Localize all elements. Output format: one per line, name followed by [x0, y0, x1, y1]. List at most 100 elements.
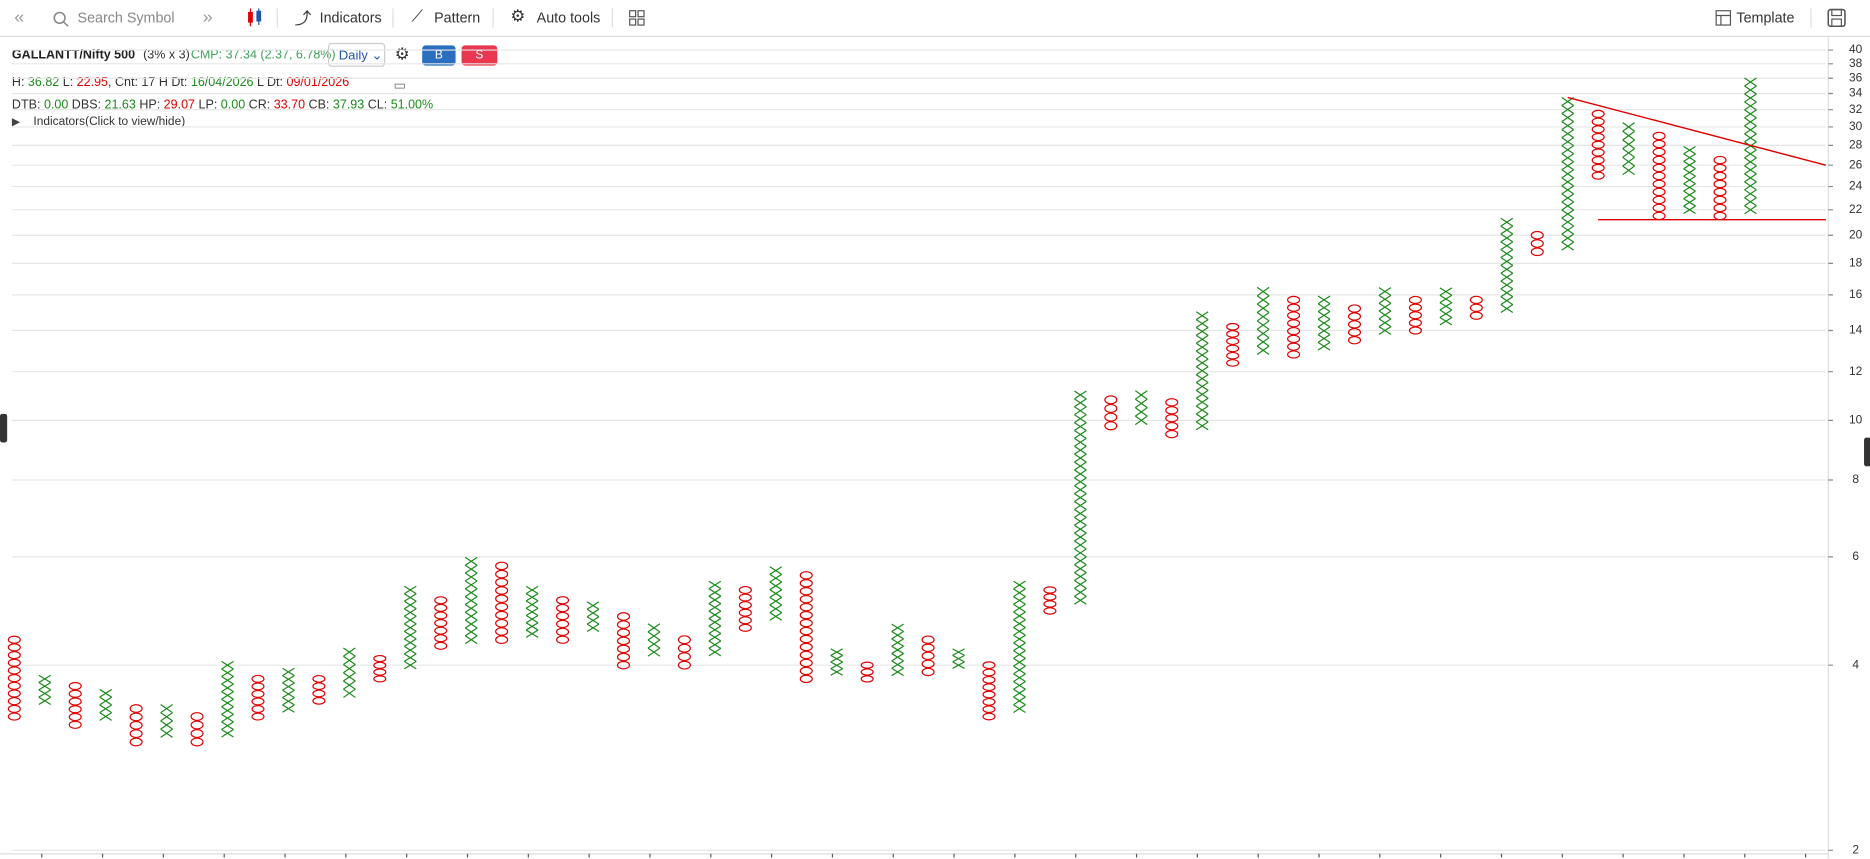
o-column	[312, 674, 326, 705]
o-box	[1591, 171, 1605, 180]
o-box	[738, 608, 752, 617]
chart-type[interactable]	[246, 8, 265, 27]
o-box	[1347, 328, 1362, 337]
stat-value: 33.70	[273, 97, 306, 113]
toolbar: « Search Symbol » ⤴ Indicators ⟋ Pattern…	[0, 0, 1870, 37]
comment-button[interactable]: ▭	[393, 78, 406, 94]
x-box	[1500, 225, 1514, 235]
x-box	[464, 564, 478, 574]
x-box	[1074, 406, 1087, 416]
auto-tools-button[interactable]: Auto tools	[536, 9, 601, 27]
x-box	[1013, 696, 1026, 706]
o-box	[921, 635, 935, 644]
sell-button[interactable]: S	[461, 45, 498, 66]
x-box	[830, 668, 843, 676]
stat-label: H:	[11, 75, 28, 90]
settings-button[interactable]: ⚙	[394, 44, 410, 64]
layout-button[interactable]	[629, 10, 646, 27]
o-box	[1713, 203, 1727, 213]
o-box	[251, 674, 265, 683]
template-button[interactable]: Template	[1736, 9, 1795, 27]
stat-label: HP:	[135, 97, 164, 113]
x-box	[1561, 201, 1575, 211]
x-box	[1683, 160, 1696, 170]
pattern-icon: ⟋	[411, 5, 424, 26]
interval: Daily	[338, 48, 368, 64]
x-box	[1744, 101, 1757, 111]
x-box	[769, 612, 783, 621]
x-box	[464, 619, 478, 629]
x-box	[1378, 310, 1392, 320]
x-box	[1744, 77, 1757, 87]
x-box	[1195, 366, 1209, 376]
x-box	[830, 661, 843, 670]
x-box	[1256, 328, 1270, 339]
o-box	[616, 652, 631, 662]
x-box	[769, 589, 783, 598]
save-button[interactable]	[1827, 8, 1846, 28]
o-column	[860, 661, 874, 683]
o-box	[495, 577, 509, 587]
collapse[interactable]: «	[14, 7, 25, 28]
x-box	[1013, 657, 1026, 667]
x-box	[1744, 141, 1757, 151]
o-box	[1652, 171, 1666, 181]
o-box	[799, 587, 813, 596]
x-box	[221, 698, 234, 708]
o-box	[129, 720, 143, 730]
x-box	[708, 632, 722, 642]
x-box	[1013, 603, 1026, 613]
expand[interactable]: »	[202, 7, 213, 28]
x-box	[891, 623, 904, 633]
o-box	[1652, 195, 1666, 205]
x-column	[160, 703, 173, 738]
x-column	[1561, 96, 1575, 251]
o-box	[1591, 109, 1605, 119]
o-box	[677, 652, 691, 662]
o-box	[495, 594, 509, 604]
o-box	[7, 658, 21, 667]
x-box	[1378, 326, 1392, 335]
x-box	[464, 627, 478, 637]
o-column	[1043, 586, 1057, 615]
x-box	[1074, 556, 1087, 566]
x-box	[1013, 611, 1026, 621]
indicators-label[interactable]: Indicators(Click to view/hide)	[33, 115, 186, 129]
buy-button[interactable]: B	[422, 45, 456, 66]
x-box	[1317, 318, 1331, 328]
o-box	[1408, 318, 1422, 327]
indicators-toggle[interactable]: ▶	[11, 115, 21, 128]
o-column	[1591, 109, 1605, 180]
pattern-button[interactable]: Pattern	[434, 9, 481, 27]
search-box[interactable]: Search Symbol	[77, 9, 175, 27]
x-box	[1013, 681, 1026, 690]
indicators-button[interactable]: Indicators	[319, 9, 382, 27]
o-box	[921, 667, 935, 677]
o-box	[1591, 148, 1605, 157]
o-column	[434, 596, 448, 650]
x-box	[1744, 173, 1757, 183]
o-box	[1652, 187, 1666, 197]
x-box	[403, 653, 417, 662]
x-box	[1683, 145, 1696, 155]
o-box	[434, 596, 448, 605]
interval-select[interactable]: Daily ⌄	[327, 42, 386, 67]
y-tick-label: 12	[1849, 364, 1863, 378]
o-column	[616, 612, 631, 670]
x-box	[464, 635, 478, 645]
y-tick-label: 8	[1852, 472, 1859, 486]
x-column	[952, 648, 965, 669]
x-box	[403, 615, 417, 625]
stat-label: CL:	[364, 97, 391, 113]
o-box	[1713, 187, 1727, 197]
x-box	[1013, 634, 1026, 644]
x-box	[403, 645, 417, 655]
o-box	[434, 626, 448, 635]
x-box	[1744, 133, 1757, 143]
o-box	[738, 585, 752, 595]
x-box	[525, 593, 539, 602]
x-box	[1439, 287, 1453, 296]
o-box	[1226, 359, 1240, 367]
y-tick-label: 40	[1849, 42, 1863, 56]
x-box	[1134, 398, 1148, 409]
